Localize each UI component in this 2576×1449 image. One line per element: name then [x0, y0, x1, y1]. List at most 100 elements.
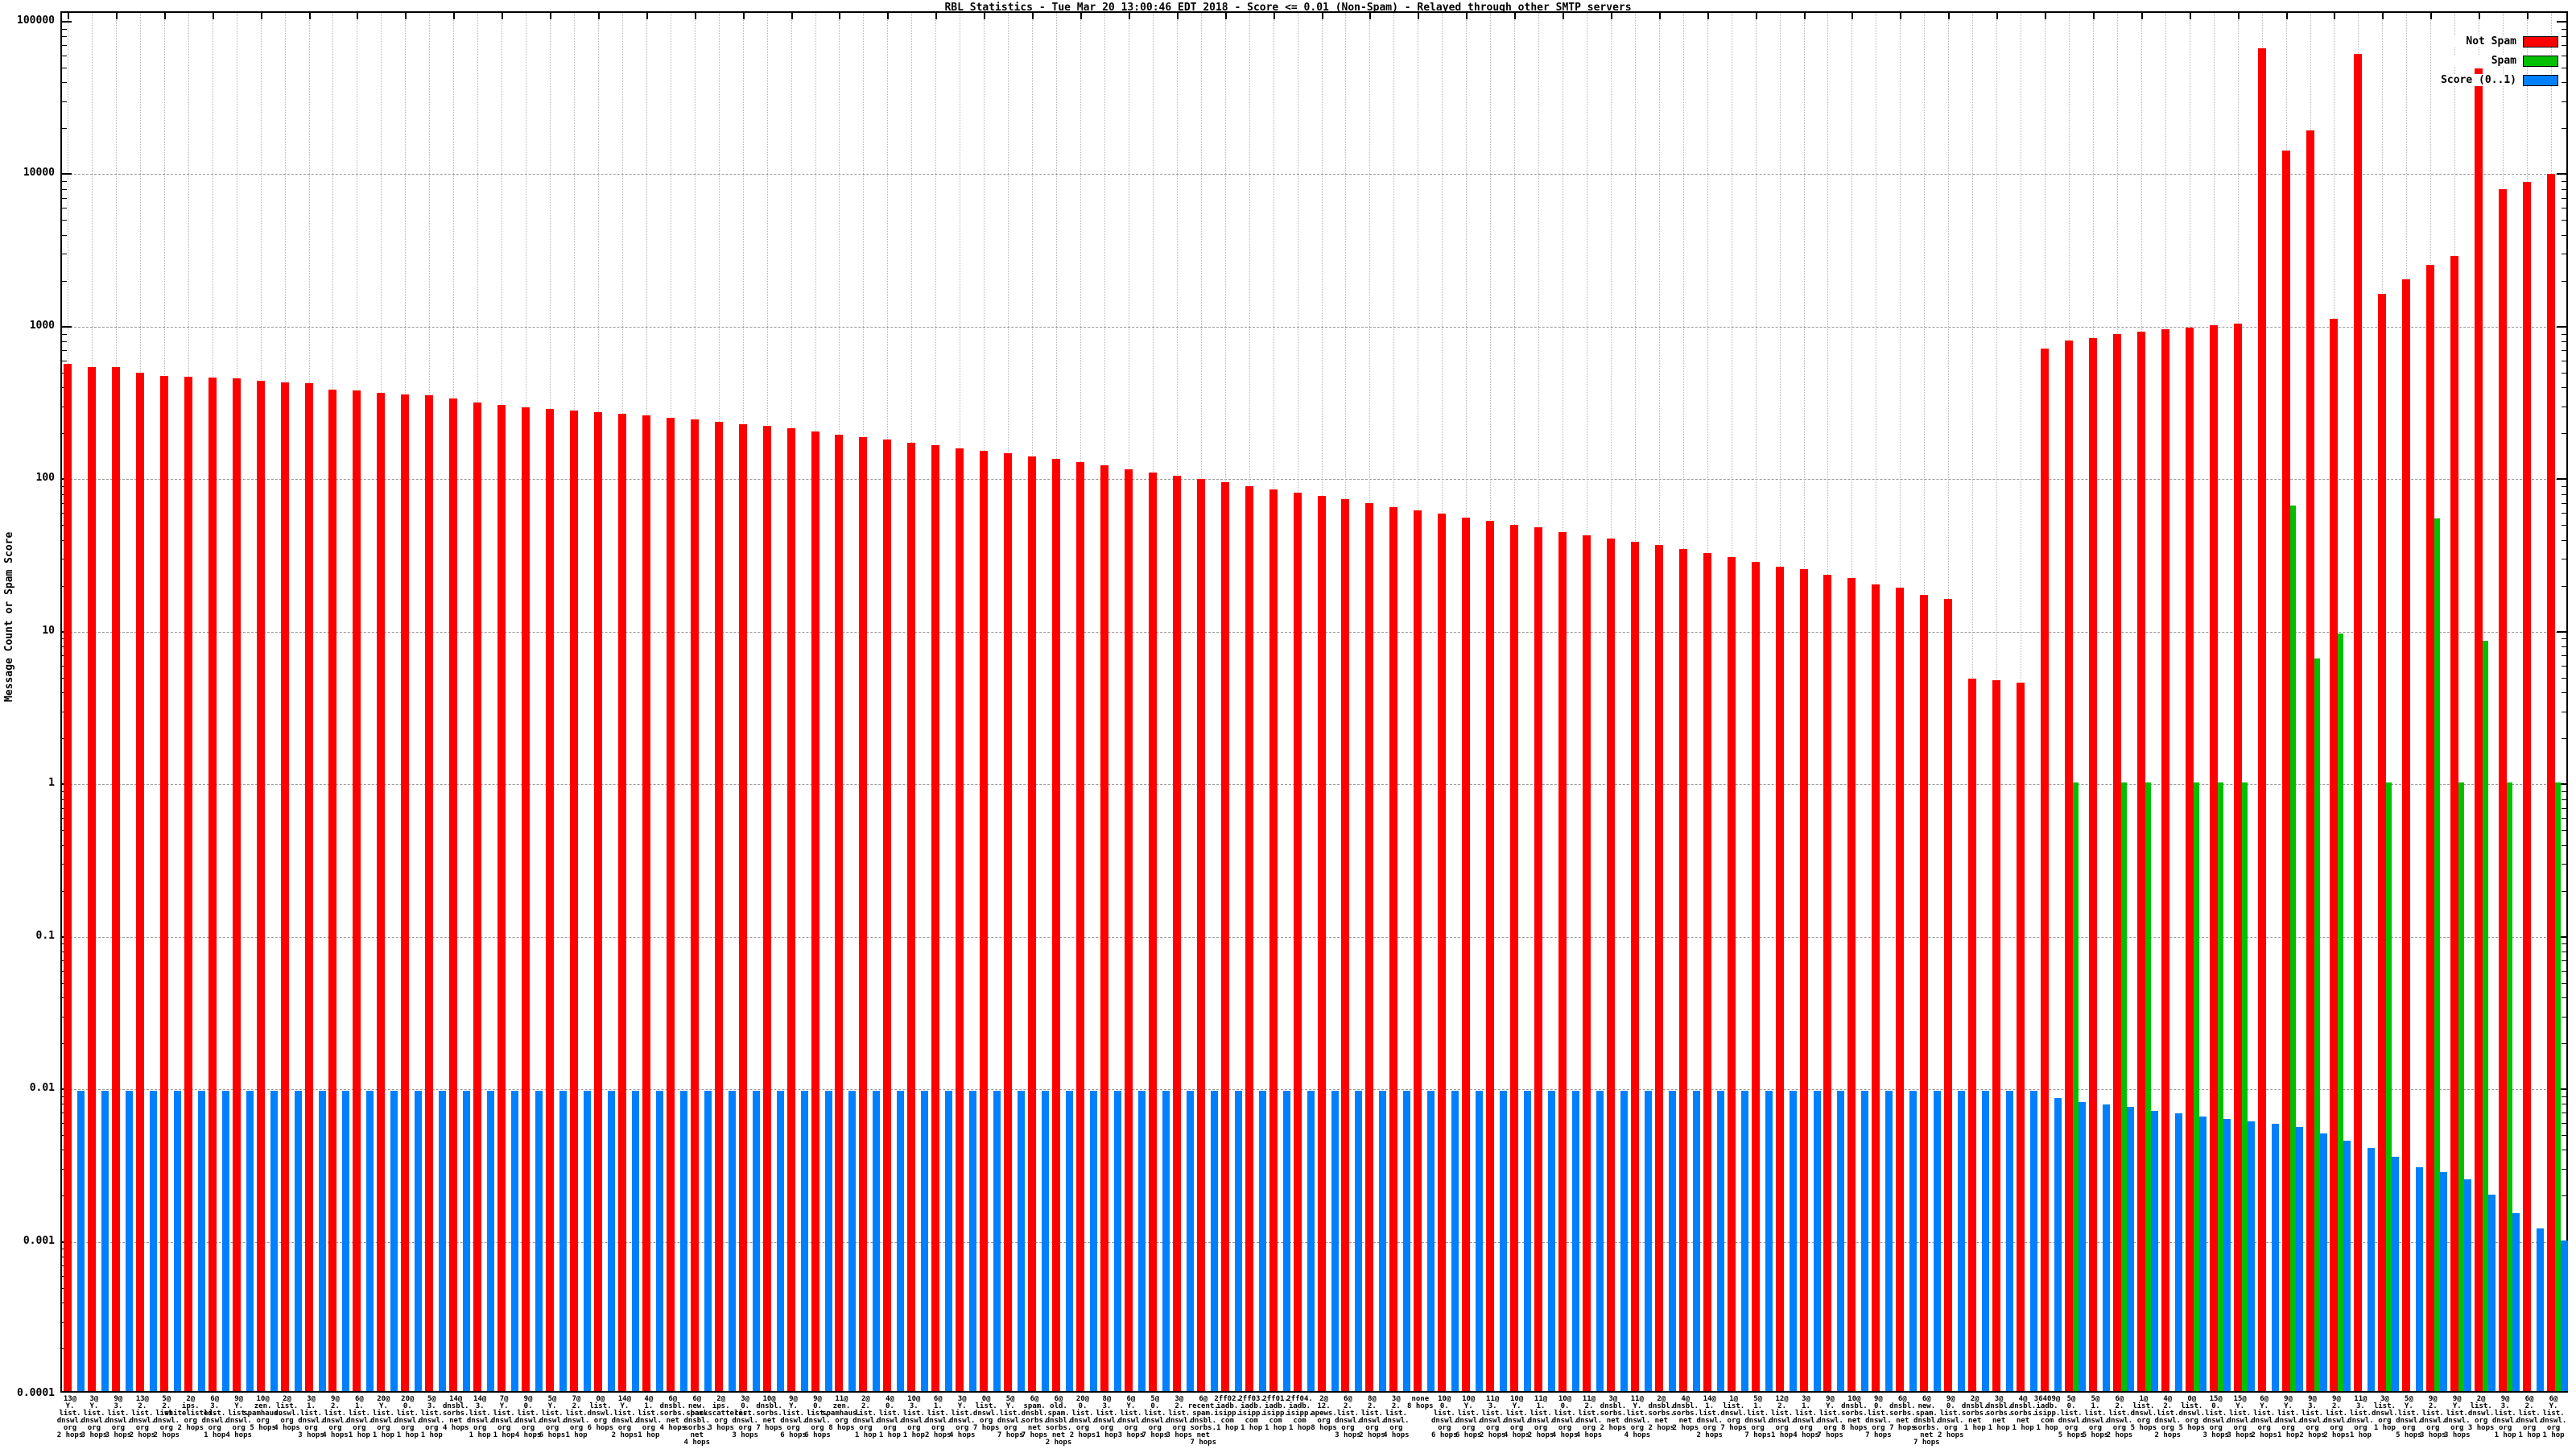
x-label-line: dnswl. [877, 1417, 903, 1425]
x-label-line: list. [2084, 1410, 2107, 1418]
x-label-line: org [714, 1417, 728, 1425]
x-label-line: 12. [1317, 1402, 1331, 1410]
x-label-line: list. [541, 1410, 564, 1418]
x-label-line: 2 hops [1672, 1424, 1699, 1432]
x-label-line: 2@ [2476, 1395, 2486, 1403]
y-axis-title: Message Count or Spam Score [3, 531, 15, 702]
x-label-line: Y. [789, 1402, 798, 1410]
x-label-line: org [1727, 1417, 1740, 1425]
x-label-line: net [1027, 1424, 1042, 1432]
x-label-line: 1. [1802, 1402, 1810, 1410]
y-minor-tick [2562, 372, 2566, 374]
x-tick-top [1418, 13, 1420, 19]
bar-score [2416, 1167, 2424, 1391]
x-label-line: 1 hop [2373, 1424, 2396, 1432]
x-label-line: 2 hops [129, 1431, 156, 1439]
x-label-line: 5@ [1753, 1395, 1763, 1403]
x-label-line: dnswl. [1551, 1417, 1579, 1425]
bar-score [77, 1091, 85, 1391]
bar-not-spam [2088, 338, 2097, 1391]
y-minor-tick [2562, 818, 2566, 819]
x-label-line: list. [396, 1410, 419, 1418]
x-label-line: 4@ [2018, 1395, 2028, 1403]
x-label-line: org [642, 1424, 655, 1432]
x-label-line: dnswl. [1479, 1417, 1506, 1425]
x-label-line: list. [2421, 1410, 2444, 1418]
legend-item: Score (0..1) [2441, 74, 2558, 86]
x-label-line: isipp. [1262, 1410, 1289, 1418]
x-label-line: dnsbl. [1985, 1402, 2013, 1410]
x-label-line: dnswl. [394, 1417, 421, 1425]
x-label-line: list. [1457, 1410, 1480, 1418]
x-label-line: 7 hops [756, 1424, 782, 1432]
bar-score [1982, 1091, 1990, 1391]
bar-not-spam [2209, 324, 2218, 1391]
y-gridline [62, 1089, 2566, 1091]
x-label-line: iadb. [1265, 1402, 1287, 1410]
x-label-line: 1. [933, 1402, 943, 1410]
x-label-line: 10@ [1509, 1395, 1524, 1403]
x-tick-top [2479, 13, 2481, 19]
bar-score [463, 1091, 471, 1391]
x-label-line: 4 hops [1624, 1431, 1651, 1439]
x-label-line: dnswl. [2299, 1417, 2326, 1425]
x-label-line: 3@ [1994, 1395, 2004, 1403]
bar-score [1909, 1091, 1918, 1391]
bar-not-spam [617, 414, 626, 1391]
x-label-line: list. [2132, 1402, 2155, 1410]
x-label-line: 2 hops [1648, 1424, 1675, 1432]
x-label-line: 4@ [644, 1395, 654, 1403]
x-label-line: list. [999, 1410, 1022, 1418]
x-label-line: dnswl. [1817, 1417, 1843, 1425]
x-label-line: 1. [2091, 1402, 2100, 1410]
x-label-line: dnswl. [2540, 1417, 2567, 1425]
x-label-line: 20@ [1075, 1395, 1090, 1403]
x-label-line: 3. [210, 1402, 220, 1410]
bar-score [342, 1091, 350, 1391]
x-label-line: 2. [138, 1402, 147, 1410]
x-label-line: net [1847, 1417, 1861, 1425]
bar-score [824, 1091, 832, 1391]
bar-not-spam [377, 392, 386, 1391]
x-label-line: 1@ [1729, 1395, 1739, 1403]
x-label-line: 1. [307, 1402, 316, 1410]
y-minor-tick [62, 45, 67, 47]
x-label-line: 1 hop [1988, 1424, 2010, 1432]
x-label-line: list. [975, 1402, 997, 1410]
x-label-line: org [786, 1424, 800, 1432]
x-label-line: 3 hops [105, 1431, 132, 1439]
y-minor-tick [2562, 333, 2566, 335]
x-label-line: list. [1505, 1410, 1528, 1418]
x-label-line: 2 hops [2299, 1431, 2326, 1439]
x-label-line: org [135, 1424, 149, 1432]
bar-score [1644, 1091, 1652, 1391]
x-tick-top [260, 13, 262, 19]
x-label-line: 5 hops [2178, 1424, 2206, 1432]
x-label-line: org [931, 1424, 945, 1432]
y-major-tick [2557, 478, 2566, 481]
x-label-line: Y. [2452, 1402, 2462, 1410]
x-label-line: dnswl. [2251, 1417, 2277, 1425]
x-label-line: 6@ [692, 1395, 702, 1403]
bar-not-spam [1004, 453, 1013, 1391]
x-label-line: 9@ [114, 1395, 123, 1403]
x-label-line: list. [565, 1410, 588, 1418]
x-label-line: org [1534, 1424, 1548, 1432]
x-tick-top [694, 13, 696, 19]
bar-score [1113, 1091, 1121, 1391]
x-label-line: sorbs. [2009, 1410, 2037, 1418]
x-label-line: dnswl. [2130, 1410, 2157, 1418]
x-label-line: 0. [2066, 1402, 2076, 1410]
x-label-line: list. [1771, 1410, 1794, 1418]
y-minor-tick [2562, 791, 2566, 792]
x-label-line: 1 hop [1771, 1431, 1794, 1439]
bar-not-spam [1341, 499, 1350, 1391]
bar-not-spam [111, 367, 120, 1391]
bar-not-spam [1148, 473, 1157, 1391]
x-label-line: Y. [499, 1402, 509, 1410]
x-label-line: list. [2542, 1410, 2565, 1418]
bar-score [535, 1091, 543, 1391]
x-label-line: iadb. [1216, 1402, 1239, 1410]
bar-score [487, 1091, 495, 1391]
y-minor-tick [2562, 807, 2566, 809]
